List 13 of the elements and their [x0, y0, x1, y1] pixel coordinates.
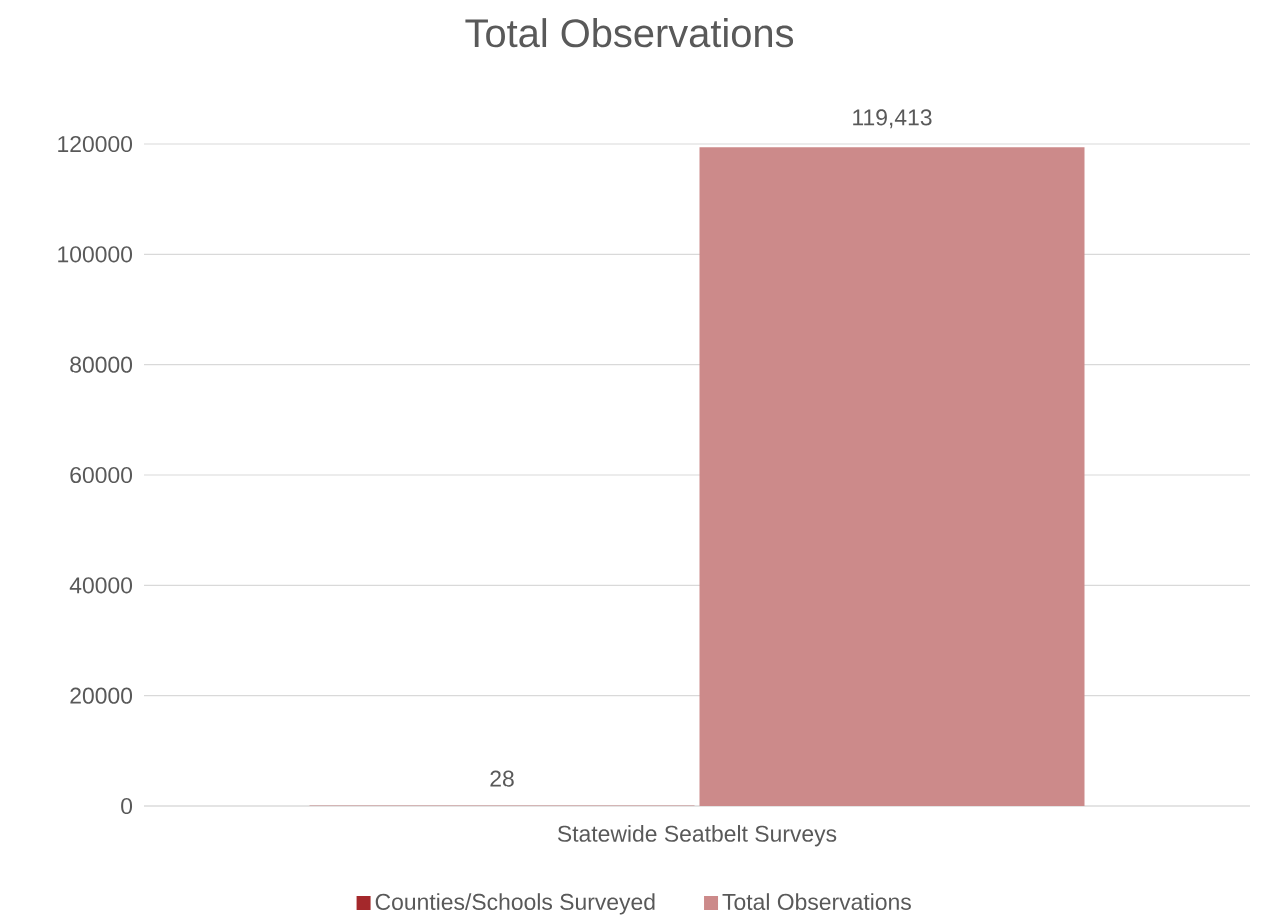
y-tick-label: 80000	[70, 356, 133, 373]
y-tick-label: 0	[121, 797, 133, 815]
x-tick-label: Statewide Seatbelt Surveys	[557, 825, 837, 847]
data-label: 119,413	[853, 109, 932, 129]
y-tick-label: 120000	[58, 135, 133, 153]
legend-label: Counties/Schools Surveyed	[375, 893, 655, 915]
y-tick-label: 20000	[70, 687, 133, 704]
chart-title: Total Observations	[465, 18, 794, 48]
data-label: 28	[490, 770, 514, 787]
y-tick-label: 100000	[58, 246, 133, 263]
y-tick-label: 40000	[69, 577, 133, 594]
legend-label: Total Observations	[722, 893, 911, 911]
y-tick-label: 60000	[70, 466, 133, 484]
